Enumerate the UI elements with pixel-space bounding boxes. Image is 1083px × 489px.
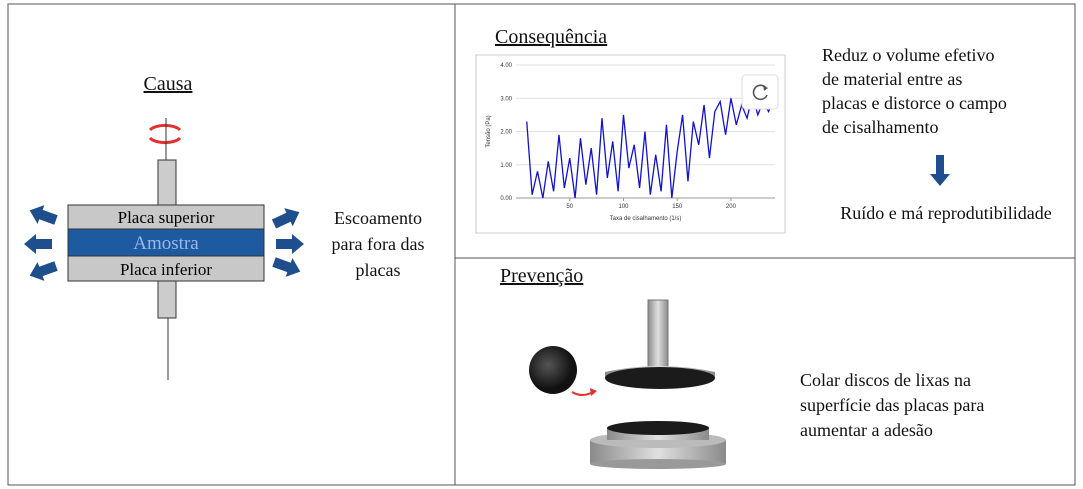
chart-box <box>475 54 786 234</box>
chart: 0.00 1.00 2.00 3.00 4.00 50 100 150 200 Taxa de c… <box>486 63 775 222</box>
x-tick-label: 50 <box>566 204 573 210</box>
prevention-text: aumentar a adesão <box>800 420 933 440</box>
x-tick-label: 100 <box>618 204 629 210</box>
prevention-title: Prevenção <box>500 265 583 287</box>
consequence-title: Consequência <box>495 26 607 48</box>
y-tick-label: 3.00 <box>500 96 512 102</box>
y-axis-label: Tensão (Pa) <box>486 115 492 147</box>
top-plate <box>67 204 265 230</box>
x-tick-label: 150 <box>672 204 683 210</box>
consequence-text: placas e distorce o campo <box>822 93 1007 113</box>
y-tick-label: 0.00 <box>500 196 512 202</box>
cause-text: placas <box>356 260 401 280</box>
refresh-button[interactable] <box>741 74 779 110</box>
cause-text: Escoamento <box>334 208 422 228</box>
y-tick-label: 4.00 <box>500 63 512 69</box>
sample-label: Amostra <box>133 233 199 254</box>
down-arrow <box>930 155 950 186</box>
line-series <box>526 94 775 199</box>
consequence-text: de cisalhamento <box>822 117 938 137</box>
prevention-text: Colar discos de lixas na <box>800 370 971 390</box>
sample <box>67 228 265 257</box>
result-text: Ruído e má reprodutibilidade <box>840 203 1051 223</box>
consequence-text: de material entre as <box>822 69 962 89</box>
bottom-plate-label: Placa inferior <box>120 260 212 279</box>
geometry-illustration <box>529 299 726 469</box>
upper-shaft <box>157 159 177 206</box>
consequence-text: Reduz o volume efetivo <box>822 45 994 65</box>
lower-shaft <box>157 280 177 319</box>
frame <box>7 3 1076 486</box>
x-axis-label: Taxa de cisalhamento (1/s) <box>610 216 682 222</box>
bottom-plate <box>67 255 265 282</box>
rotation-icon <box>148 118 182 160</box>
cause-text: para fora das <box>332 234 425 254</box>
x-tick-label: 200 <box>726 204 737 210</box>
top-plate-label: Placa superior <box>118 208 215 227</box>
flow-arrows <box>24 205 304 281</box>
y-tick-label: 2.00 <box>500 130 512 136</box>
y-tick-label: 1.00 <box>500 163 512 169</box>
prevention-text: superfície das placas para <box>800 395 984 415</box>
cause-title: Causa <box>144 73 193 95</box>
